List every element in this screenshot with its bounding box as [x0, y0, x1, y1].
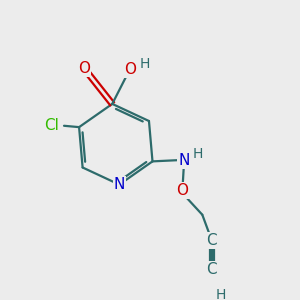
Text: C: C [207, 262, 217, 277]
Text: H: H [140, 57, 150, 71]
Text: N: N [114, 177, 125, 192]
Text: O: O [78, 61, 90, 76]
Text: C: C [207, 233, 217, 248]
Text: O: O [124, 62, 136, 77]
Text: Cl: Cl [44, 118, 59, 133]
Text: N: N [178, 152, 190, 167]
Text: O: O [177, 183, 189, 198]
Text: H: H [216, 288, 226, 300]
Text: H: H [193, 147, 203, 161]
